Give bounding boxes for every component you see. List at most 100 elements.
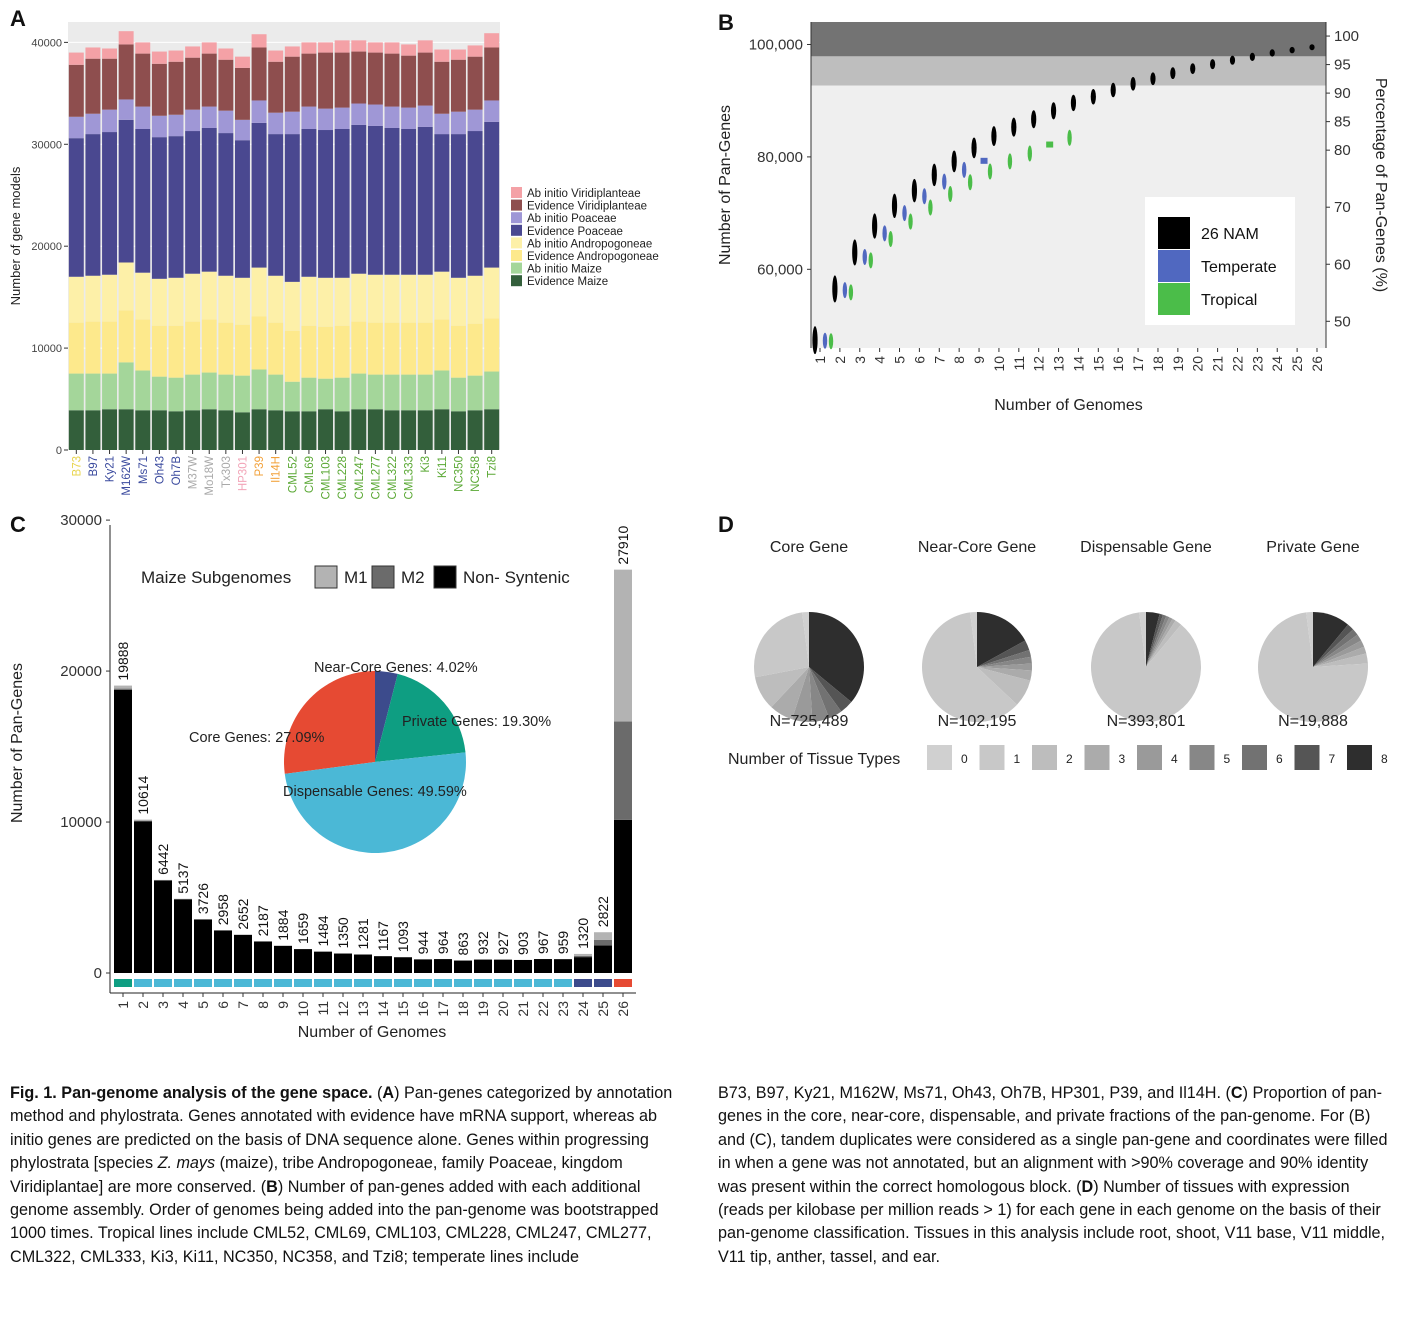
- panel-a-bar-segment: [68, 116, 84, 139]
- panel-a-bar-segment: [234, 375, 250, 413]
- panel-d-pie-slice: [1313, 624, 1354, 667]
- panel-a-bar-segment: [218, 374, 234, 411]
- panel-a-bar-segment: [318, 130, 334, 278]
- panel-c-pie-slice: [375, 671, 398, 762]
- panel-a-bar-segment: [118, 99, 134, 120]
- panel-c-bar-segment: [134, 819, 152, 821]
- panel-a-bar-segment: [168, 136, 184, 278]
- panel-d-pie-slice: [1306, 612, 1313, 667]
- panel-d-pie-slice: [922, 612, 1018, 722]
- panel-c-bar-segment: [254, 941, 272, 973]
- panel-d-pie-slice: [1313, 653, 1368, 667]
- panel-a-bar-segment: [467, 109, 483, 132]
- panel-a-bar-segment: [401, 410, 417, 450]
- panel-a-bar-segment: [168, 325, 184, 378]
- panel-b-violin-26-nam: [1229, 55, 1236, 65]
- panel-a-legend-swatch: [511, 199, 522, 211]
- panel-d-legend-title: Number of Tissue Types: [728, 751, 900, 768]
- panel-c-bar-segment: [394, 957, 412, 973]
- panel-a-bar-segment: [367, 322, 383, 375]
- panel-a-bar-segment: [318, 108, 334, 131]
- panel-c-category-strip: [254, 979, 272, 987]
- panel-d-pie-slice: [1313, 646, 1367, 667]
- panel-c-category-strip: [614, 979, 632, 987]
- panel-a-bar-segment: [185, 109, 201, 132]
- panel-a-genome-label: Ms71: [138, 456, 150, 484]
- panel-a-bar-segment: [318, 326, 334, 379]
- panel-a-bar-segment: [85, 58, 101, 114]
- panel-d-pie-slice: [977, 650, 1032, 667]
- panel-a-bar-segment: [268, 410, 284, 450]
- panel-a-bar-segment: [417, 40, 433, 53]
- panel-b-xlabel: Number of Genomes: [994, 397, 1143, 414]
- panel-a-bar-segment: [401, 44, 417, 56]
- panel-c-data-label: 2958: [215, 894, 231, 925]
- panel-a-bar-segment: [102, 109, 118, 133]
- panel-b-xtick-label: 6: [911, 356, 927, 364]
- panel-a-legend-label: Evidence Poaceae: [527, 226, 623, 238]
- panel-d-legend-swatch: [979, 745, 1005, 770]
- panel-d-pie-slice: [977, 640, 1030, 667]
- panel-d-pie-slice: [809, 667, 830, 722]
- panel-c-bar-segment: [354, 954, 372, 973]
- panel-c-xtick-label: 3: [155, 1001, 171, 1009]
- panel-a-bar-segment: [234, 67, 250, 120]
- panel-c-category-strip: [334, 979, 352, 987]
- panel-a-bar-segment: [384, 410, 400, 450]
- panel-c-category-strip: [174, 979, 192, 987]
- panel-a-bar-segment: [118, 310, 134, 363]
- panel-c-data-label: 1350: [335, 917, 351, 948]
- panel-a-bar-segment: [201, 372, 217, 410]
- panel-c-xtick-label: 18: [455, 1001, 471, 1017]
- panel-c-bar-segment: [574, 957, 592, 973]
- panel-c-bar-segment: [494, 959, 512, 973]
- panel-d-legend-label: 1: [1014, 752, 1021, 766]
- panel-a-bar-segment: [301, 106, 317, 129]
- panel-a-bar-segment: [384, 42, 400, 54]
- panel-a-bar-segment: [450, 377, 466, 412]
- panel-b-xtick-label: 15: [1090, 356, 1106, 372]
- panel-a-bar-segment: [185, 57, 201, 110]
- panel-b-xtick-label: 12: [1031, 356, 1047, 372]
- panel-a-genome-label: B97: [88, 456, 100, 476]
- panel-a-bar-segment: [367, 409, 383, 450]
- panel-d-tissue-pie-charts: Core Gene N=725,489 Near-Core Gene N=102,19…: [700, 505, 1401, 805]
- panel-c-data-label: 1281: [355, 918, 371, 949]
- panel-c-xtick-label: 11: [315, 1001, 331, 1016]
- panel-a-legend-label: Evidence Maize: [527, 276, 608, 288]
- panel-b-legend-label: 26 NAM: [1201, 226, 1259, 243]
- panel-b-violin-tropical: [967, 174, 973, 191]
- panel-a-bar-segment: [85, 321, 101, 374]
- panel-c-xtick-label: 8: [255, 1001, 271, 1009]
- figure-caption-right: B73, B97, Ky21, M162W, Ms71, Oh43, Oh7B,…: [718, 1082, 1398, 1269]
- panel-a-genome-label: Il14H: [271, 456, 283, 483]
- panel-c-category-strip: [114, 979, 132, 987]
- panel-c-xtick-label: 15: [395, 1001, 411, 1017]
- panel-a-bar-segment: [218, 59, 234, 111]
- panel-a-bar-segment: [85, 134, 101, 276]
- panel-d-pie-slice: [1146, 613, 1163, 667]
- panel-a-legend-label: Evidence Viridiplanteae: [527, 201, 647, 213]
- panel-a-bar-segment: [384, 322, 400, 375]
- panel-d-legend-swatch: [1294, 745, 1320, 770]
- panel-c-pie-label: Private Genes: 19.30%: [402, 714, 551, 730]
- panel-c-bar-segment: [594, 945, 612, 973]
- panel-a-bar-segment: [234, 412, 250, 450]
- caption-segment: B: [266, 1177, 278, 1196]
- panel-a-bar-segment: [318, 409, 334, 450]
- panel-c-bar-segment: [614, 569, 632, 722]
- panel-a-bar-segment: [251, 409, 267, 450]
- panel-c-bar-segment: [114, 685, 132, 689]
- panel-b-xtick-label: 8: [951, 356, 967, 364]
- panel-a-bar-segment: [434, 319, 450, 371]
- panel-c-bar-segment: [114, 688, 132, 690]
- panel-b-xtick-label: 2: [832, 356, 848, 364]
- panel-b-xtick-label: 25: [1289, 356, 1305, 372]
- panel-a-bar-segment: [135, 53, 151, 107]
- panel-d-pie-slice: [802, 612, 809, 667]
- panel-a-bar-segment: [201, 409, 217, 450]
- panel-c-xtick-label: 2: [135, 1001, 151, 1009]
- panel-d-legend-label: 2: [1066, 752, 1073, 766]
- panel-b-violin-26-nam: [951, 150, 957, 173]
- panel-c-bar-segment: [594, 932, 612, 940]
